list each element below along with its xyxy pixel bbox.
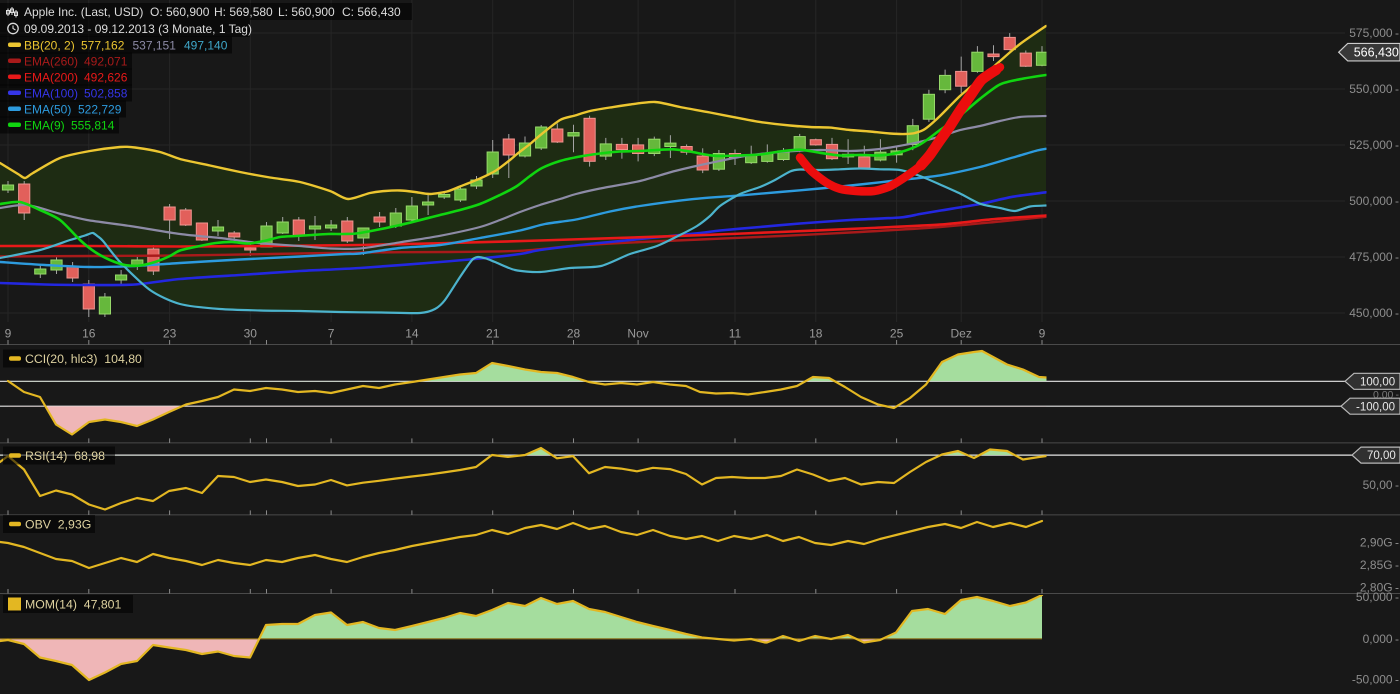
svg-text:14: 14: [405, 327, 419, 341]
svg-text:492,626: 492,626: [84, 71, 128, 85]
svg-text:492,071: 492,071: [84, 55, 128, 69]
svg-text:50,00 -: 50,00 -: [1363, 478, 1399, 492]
svg-text:70,00: 70,00: [1367, 450, 1396, 462]
svg-text:09.09.2013 - 09.12.2013 (3 Mon: 09.09.2013 - 09.12.2013 (3 Monate, 1 Tag…: [24, 22, 252, 36]
svg-text:500,000 -: 500,000 -: [1349, 194, 1399, 208]
svg-text:C: 566,430: C: 566,430: [342, 5, 401, 19]
svg-text:555,814: 555,814: [71, 119, 115, 133]
svg-text:7: 7: [328, 327, 335, 341]
svg-text:450,000 -: 450,000 -: [1349, 306, 1399, 320]
svg-text:BB(20, 2): BB(20, 2): [24, 39, 75, 53]
svg-text:11: 11: [729, 327, 742, 341]
svg-text:23: 23: [163, 327, 177, 341]
svg-text:-100,00: -100,00: [1356, 401, 1395, 413]
svg-text:566,430: 566,430: [1354, 46, 1399, 60]
svg-text:-50,000 -: -50,000 -: [1352, 673, 1399, 687]
svg-text:537,151: 537,151: [133, 39, 177, 53]
svg-text:L: 560,900: L: 560,900: [278, 5, 335, 19]
svg-text:16: 16: [82, 327, 96, 341]
svg-text:502,858: 502,858: [84, 87, 128, 101]
svg-text:2,85G -: 2,85G -: [1360, 558, 1399, 572]
svg-text:RSI(14) 68,98: RSI(14) 68,98: [25, 449, 105, 463]
svg-text:525,000 -: 525,000 -: [1349, 138, 1399, 152]
svg-text:EMA(50): EMA(50): [24, 103, 71, 117]
svg-text:EMA(260): EMA(260): [24, 55, 78, 69]
svg-text:522,729: 522,729: [78, 103, 122, 117]
svg-text:9: 9: [5, 327, 12, 341]
svg-text:28: 28: [567, 327, 581, 341]
svg-text:H: 569,580: H: 569,580: [214, 5, 273, 19]
svg-text:2,90G -: 2,90G -: [1360, 536, 1399, 550]
svg-text:577,162: 577,162: [81, 39, 125, 53]
svg-text:575,000 -: 575,000 -: [1349, 26, 1399, 40]
svg-text:EMA(100): EMA(100): [24, 87, 78, 101]
svg-text:EMA(9): EMA(9): [24, 119, 65, 133]
svg-text:9: 9: [1039, 327, 1046, 341]
svg-text:O: 560,900: O: 560,900: [150, 5, 210, 19]
svg-text:Apple Inc. (Last, USD): Apple Inc. (Last, USD): [24, 5, 143, 19]
svg-text:497,140: 497,140: [184, 39, 228, 53]
svg-text:21: 21: [486, 327, 500, 341]
svg-text:Dez: Dez: [951, 327, 972, 341]
svg-text:OBV 2,93G: OBV 2,93G: [25, 518, 91, 532]
svg-text:550,000 -: 550,000 -: [1349, 82, 1399, 96]
svg-text:0,000 -: 0,000 -: [1363, 632, 1399, 646]
svg-text:EMA(200): EMA(200): [24, 71, 78, 85]
svg-text:50,000 -: 50,000 -: [1356, 590, 1399, 604]
svg-text:18: 18: [809, 327, 823, 341]
svg-text:100,00: 100,00: [1360, 376, 1395, 388]
svg-text:2,80G -: 2,80G -: [1360, 581, 1399, 595]
svg-text:475,000 -: 475,000 -: [1349, 250, 1399, 264]
svg-text:CCI(20, hlc3) 104,80: CCI(20, hlc3) 104,80: [25, 352, 142, 366]
svg-text:30: 30: [244, 327, 258, 341]
svg-text:25: 25: [890, 327, 904, 341]
svg-text:Nov: Nov: [627, 327, 648, 341]
svg-text:MOM(14) 47,801: MOM(14) 47,801: [25, 598, 122, 612]
svg-text:0.00 -: 0.00 -: [1373, 389, 1400, 401]
